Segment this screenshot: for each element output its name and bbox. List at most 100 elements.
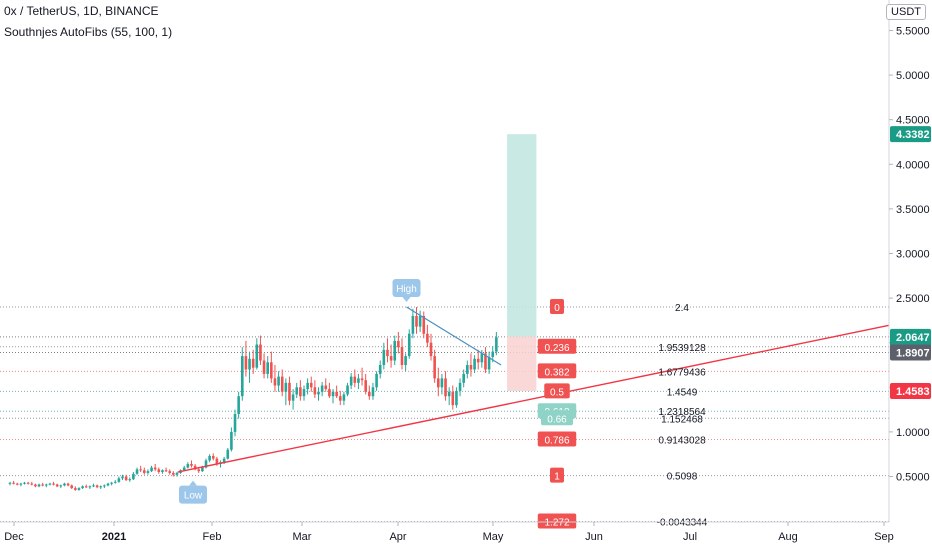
time-tick-label: 2021 xyxy=(102,531,126,543)
candle-body xyxy=(77,488,81,490)
candle-body xyxy=(389,356,393,361)
candle-body xyxy=(422,315,426,334)
candle-body xyxy=(113,481,117,483)
candle-body xyxy=(226,449,230,459)
candle-body xyxy=(248,358,251,370)
price-tick-label: 4.5000 xyxy=(896,115,930,127)
candle-body xyxy=(81,486,84,489)
candle-body xyxy=(455,390,458,406)
candle-body xyxy=(491,351,495,357)
candle-body xyxy=(313,387,317,395)
candle-body xyxy=(222,458,226,463)
candle-body xyxy=(37,484,41,487)
pivot-text: High xyxy=(396,284,417,295)
drawings-layer: High Low xyxy=(177,279,890,504)
price-tick-label: 5.5000 xyxy=(896,26,930,38)
time-tick-label: Aug xyxy=(778,531,798,543)
candle-body xyxy=(364,380,367,392)
fib-ratio-bg xyxy=(537,431,577,447)
time-tick-label: Jul xyxy=(683,531,697,543)
candle-body xyxy=(284,382,288,392)
fib-label: 0.786 0.9143028 xyxy=(537,431,706,447)
price-tick-label: 3.0000 xyxy=(896,249,930,261)
fib-price-text: 0.5098 xyxy=(667,472,698,483)
price-axis-label-text: 1.8907 xyxy=(896,347,930,359)
candle-body xyxy=(378,365,382,374)
price-axis-label-text: 1.4583 xyxy=(896,386,930,398)
candle-body xyxy=(451,391,455,406)
candle-body xyxy=(324,385,328,390)
candle-body xyxy=(215,458,219,465)
candle-body xyxy=(487,356,491,370)
indicator-legend[interactable]: Southnjes AutoFibs (55, 100, 1) xyxy=(4,25,173,39)
price-axis-label: 1.4583 xyxy=(890,383,931,400)
price-axis-label-bg xyxy=(890,126,931,143)
candle-body xyxy=(99,486,103,488)
fib-price-text: 1.6779436 xyxy=(658,367,706,378)
fib-ratio-text: 0 xyxy=(554,303,560,314)
candle-body xyxy=(447,391,451,397)
fib-ratio-text: 0.236 xyxy=(544,343,569,354)
candle-body xyxy=(393,340,397,361)
candle-body xyxy=(273,378,277,386)
candle-body xyxy=(190,464,193,466)
pivot-low-label: Low xyxy=(179,480,207,504)
candle-body xyxy=(186,464,190,468)
time-tick-label: May xyxy=(483,531,504,543)
candle-body xyxy=(135,469,139,474)
candle-body xyxy=(168,471,171,473)
candle-body xyxy=(259,344,262,361)
candle-body xyxy=(404,356,407,365)
fib-ratio-bg xyxy=(537,513,577,529)
candle-body xyxy=(266,362,269,374)
price-axis-label-text: 4.3382 xyxy=(896,129,930,141)
candle-body xyxy=(299,387,302,397)
candle-body xyxy=(110,482,113,484)
currency-button[interactable]: USDT xyxy=(886,4,926,20)
fib-ratio-text: 0.5 xyxy=(550,387,564,398)
fib-ratio-bg xyxy=(541,410,573,426)
candle-body xyxy=(193,465,197,470)
candle-body xyxy=(320,385,324,392)
price-axis-label: 4.3382 xyxy=(890,126,931,143)
price-axis-label: 1.8907 xyxy=(890,344,931,361)
candle-body xyxy=(66,483,70,486)
candle-body xyxy=(41,484,44,486)
candle-body xyxy=(106,483,110,486)
price-axis-label-bg xyxy=(890,344,931,361)
candle-body xyxy=(150,467,153,472)
candle-body xyxy=(230,431,233,450)
candle-body xyxy=(255,344,259,368)
candle-body xyxy=(26,482,30,484)
candle-body xyxy=(476,358,480,363)
price-tick-label: 0.5000 xyxy=(896,472,930,484)
candle-body xyxy=(411,315,415,334)
candles-layer xyxy=(8,307,498,491)
candle-body xyxy=(368,391,371,397)
candle-body xyxy=(244,356,248,370)
time-tick-label: Sep xyxy=(874,531,894,543)
fib-price-text: 1.4549 xyxy=(667,387,698,398)
candle-body xyxy=(59,485,63,487)
candle-body xyxy=(386,349,389,357)
candle-body xyxy=(349,376,353,386)
candle-body xyxy=(23,482,26,484)
fib-label: 0.236 1.9539128 xyxy=(537,338,706,354)
pivot-high-label: High xyxy=(392,279,421,303)
position-target-zone xyxy=(507,134,537,337)
chart-title: 0x / TetherUS, 1D, BINANCE xyxy=(4,4,159,18)
price-tick-label: 4.0000 xyxy=(896,159,930,171)
candle-body xyxy=(407,333,411,357)
fib-label: 0.66 1.152468 xyxy=(541,410,703,426)
candle-body xyxy=(458,382,462,391)
pivot-pointer xyxy=(402,297,411,303)
candle-body xyxy=(440,378,444,388)
candle-body xyxy=(121,476,124,479)
candle-body xyxy=(52,483,55,485)
candle-body xyxy=(444,378,447,397)
time-tick-label: Mar xyxy=(293,531,312,543)
price-axis: 0.50001.00001.50002.00002.50003.00003.50… xyxy=(888,0,932,550)
candle-body xyxy=(117,478,121,482)
price-tick-label: 2.5000 xyxy=(896,293,930,305)
